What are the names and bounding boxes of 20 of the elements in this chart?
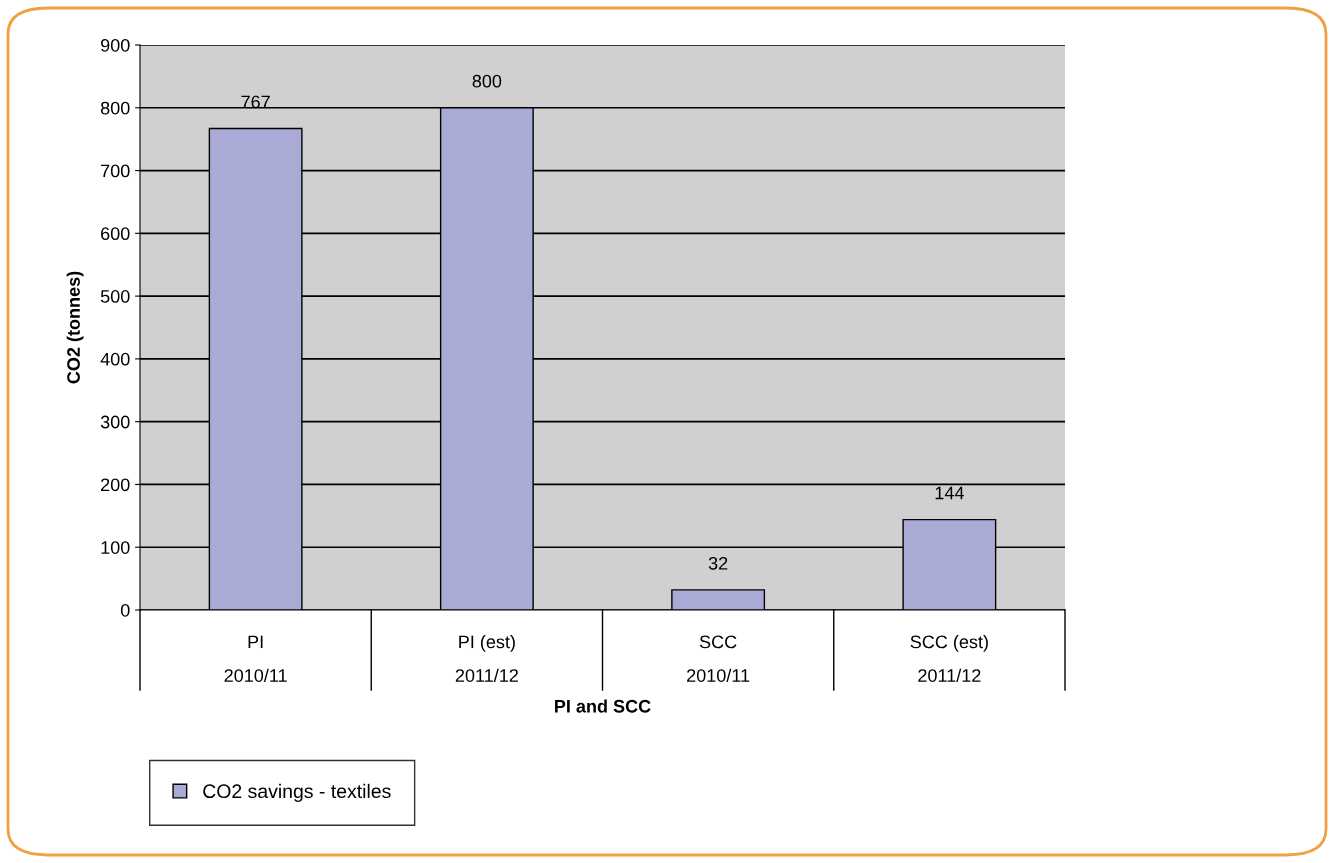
data-label: 800 <box>472 74 502 88</box>
y-tick-label: 400 <box>100 352 130 366</box>
y-tick-label: 300 <box>100 415 130 429</box>
x-tick-label: SCC 2010/11 <box>687 635 750 682</box>
y-tick-label: 100 <box>101 541 130 554</box>
y-tick-label: 0 <box>120 603 130 617</box>
x-axis-title: PI and SCC <box>555 699 651 713</box>
y-tick-label: 700 <box>101 164 130 178</box>
y-tick-label: 800 <box>100 101 130 115</box>
y-axis-title: CO2 (tonnes) <box>66 271 84 384</box>
y-tick-label: 200 <box>101 478 130 492</box>
y-tick-label: 900 <box>101 38 130 52</box>
legend-label: CO2 savings - textiles <box>203 783 391 802</box>
data-label: 32 <box>708 556 728 570</box>
x-tick-label: PI (est) 2011/12 <box>455 635 518 682</box>
y-tick-label: 600 <box>101 227 130 241</box>
x-tick-label: SCC (est) 2011/12 <box>910 635 988 682</box>
x-tick-label: PI 2010/11 <box>224 635 287 682</box>
data-label: 144 <box>935 486 964 500</box>
y-tick-label: 500 <box>100 290 130 303</box>
